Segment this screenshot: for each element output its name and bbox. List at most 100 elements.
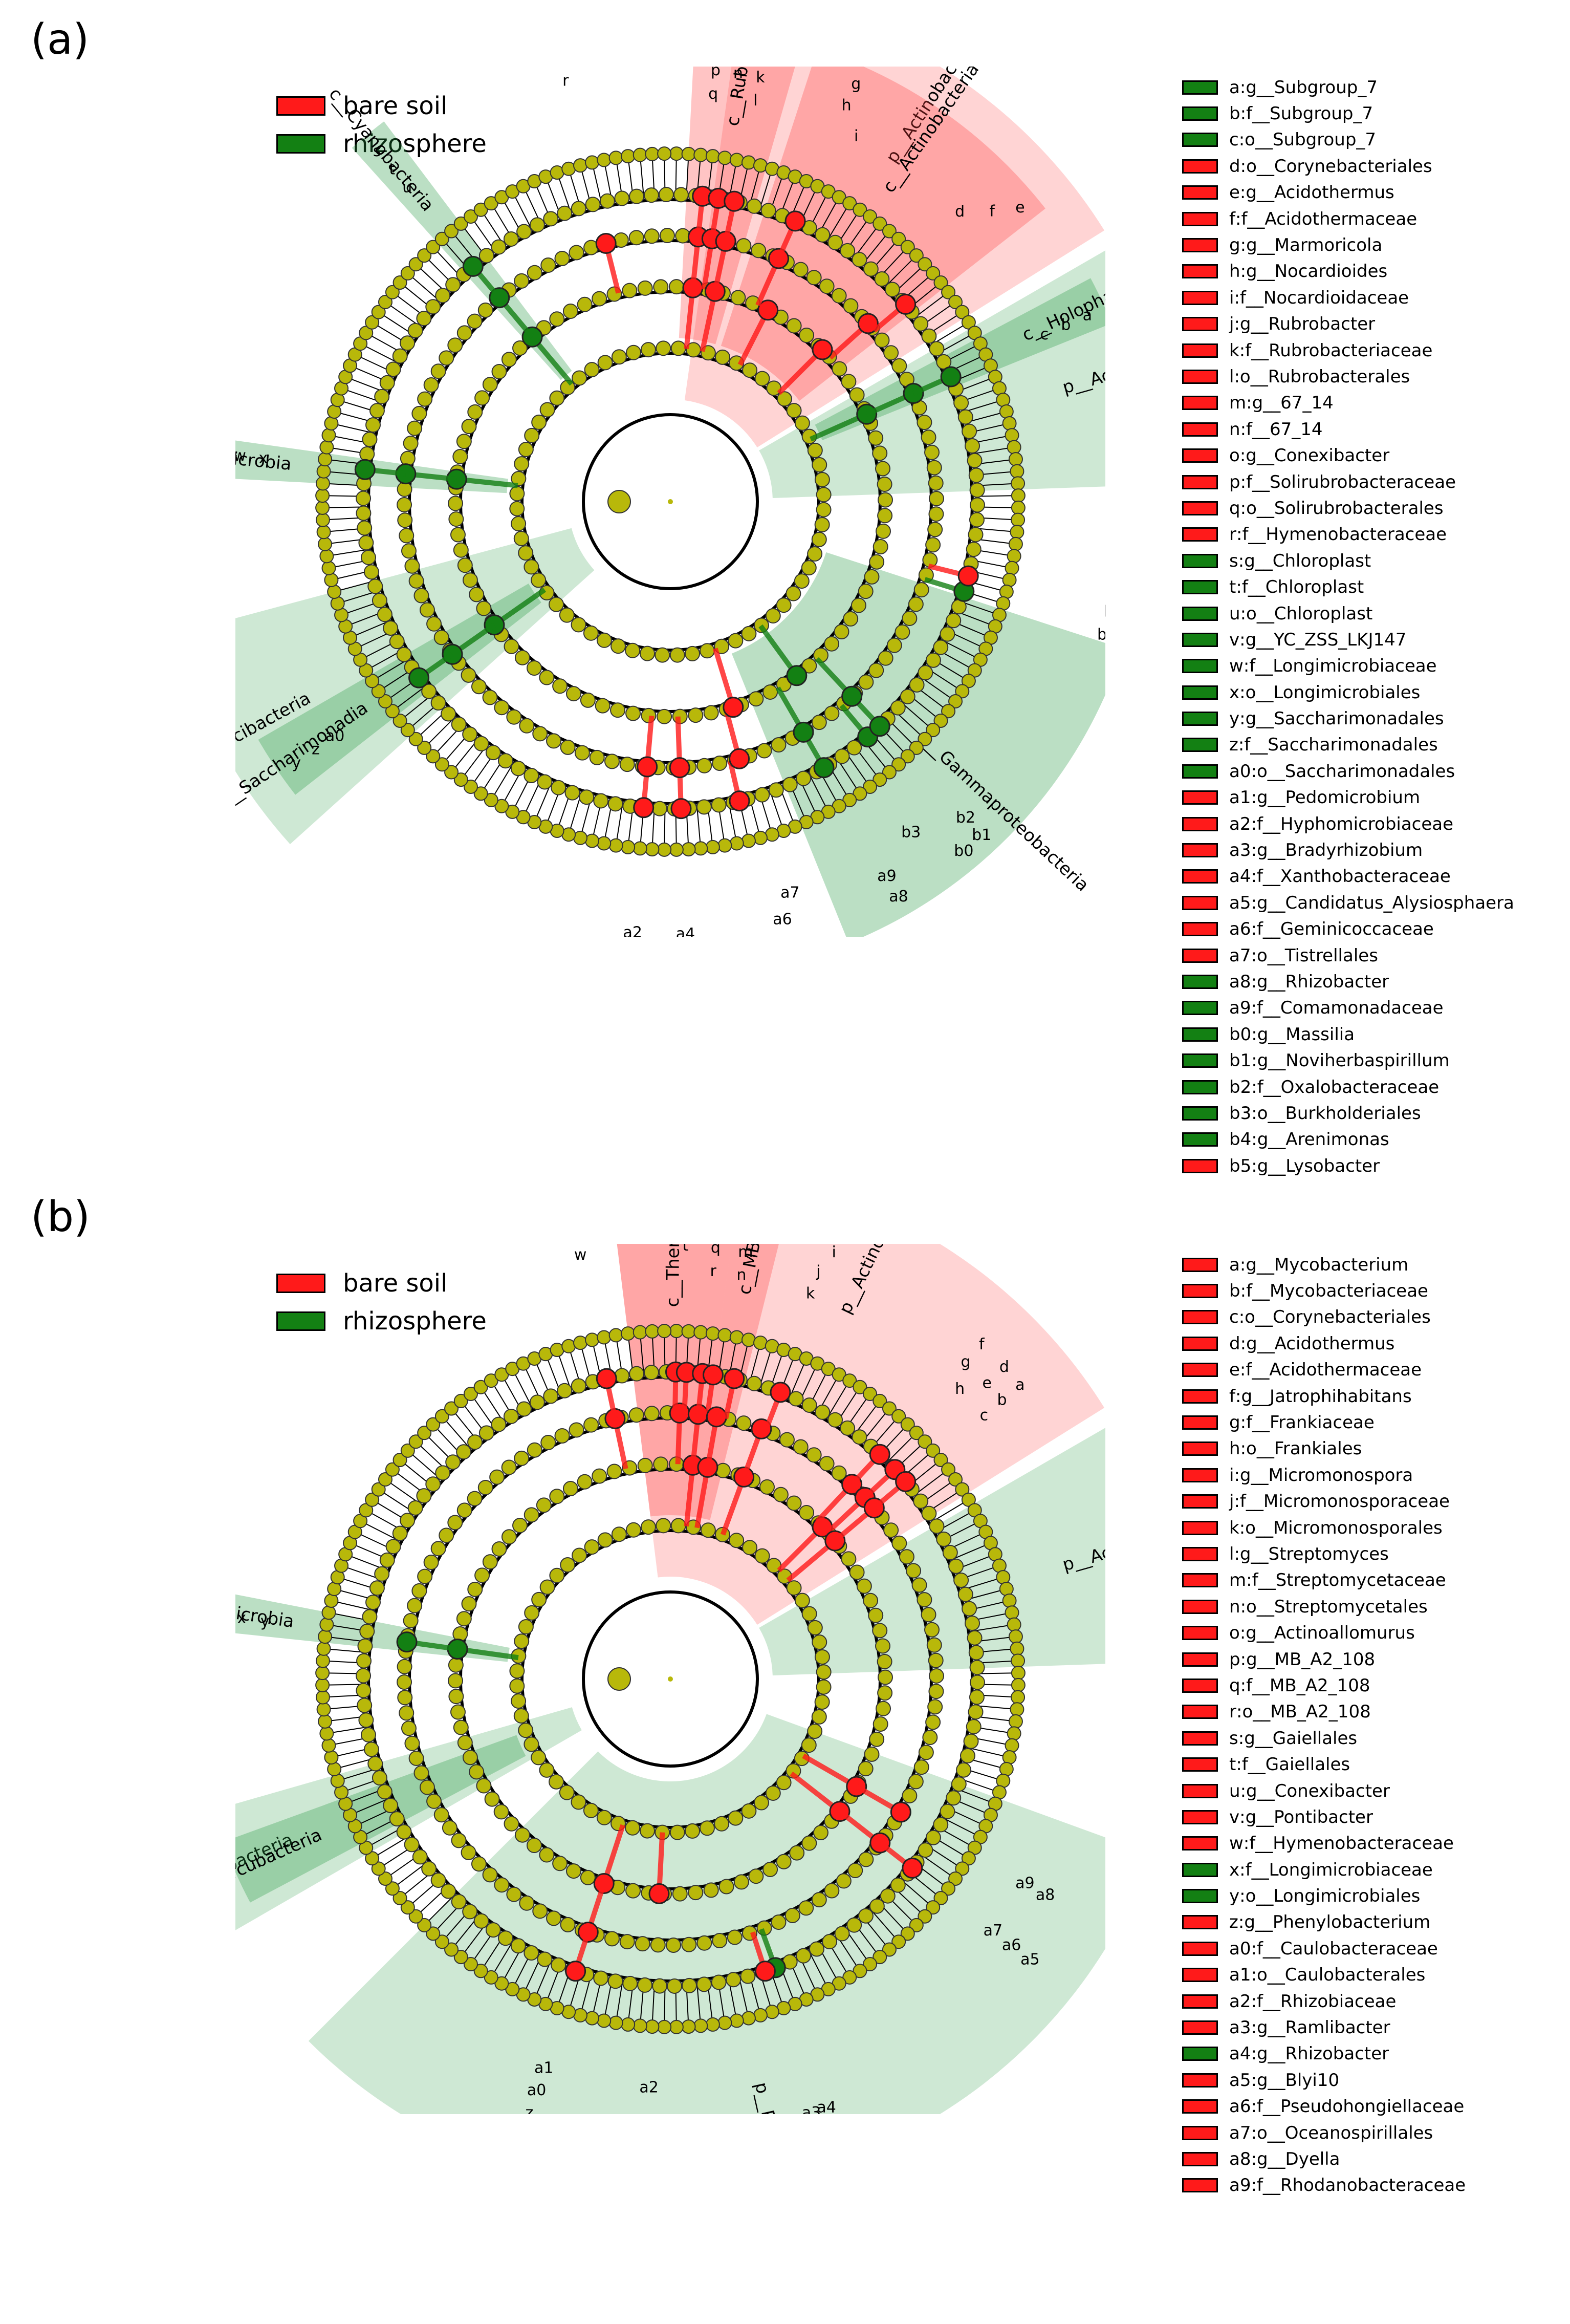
node-letter-label: y (260, 1612, 270, 1630)
tree-node (703, 1882, 719, 1898)
key-taxon-name: f__Streptomycetaceae (1252, 1570, 1446, 1591)
significant-node (596, 1368, 617, 1389)
key-id: p (1229, 1649, 1240, 1670)
node-letter-label: w (235, 447, 246, 465)
tree-node (762, 1861, 778, 1877)
tip-node (1011, 1677, 1026, 1692)
tip-node (365, 1492, 380, 1507)
tree-node (799, 1504, 815, 1520)
tree-node (551, 780, 566, 795)
tree-node (824, 705, 840, 721)
tree-node (403, 435, 419, 451)
key-swatch (1182, 1257, 1218, 1272)
tree-node (491, 239, 507, 255)
tree-node (514, 1827, 530, 1843)
tree-node (537, 774, 553, 790)
tree-node (794, 573, 810, 589)
tree-node (643, 1365, 659, 1381)
tip-node (573, 1336, 588, 1350)
key-id: o (1229, 445, 1240, 466)
tree-node (562, 1481, 578, 1497)
tree-node (539, 670, 555, 685)
tip-node (392, 713, 407, 728)
key-separator: : (1239, 1360, 1246, 1381)
tree-node (408, 573, 424, 589)
tree-node (419, 602, 435, 618)
tree-node (969, 482, 985, 498)
tree-node (969, 1660, 985, 1675)
tip-node (832, 1367, 846, 1382)
tree-node (357, 1697, 373, 1713)
tip-node (741, 155, 756, 170)
tree-node (419, 1779, 435, 1795)
tip-node (1005, 428, 1019, 443)
significant-node (754, 1961, 776, 1982)
key-id: j (1229, 1491, 1234, 1512)
tip-node (842, 1373, 857, 1388)
tree-node (356, 1653, 372, 1669)
key-swatch (1182, 211, 1218, 226)
key-separator: : (1239, 1517, 1246, 1538)
key-separator: : (1236, 524, 1242, 545)
tip-node (669, 2019, 684, 2034)
tree-node (583, 625, 599, 641)
tree-node (812, 1634, 827, 1650)
tree-node (462, 572, 478, 588)
tree-node (625, 1820, 641, 1836)
key-id: u (1229, 603, 1240, 624)
tree-node (625, 642, 641, 658)
significant-node (957, 565, 979, 587)
tree-node (509, 1663, 525, 1679)
key-row: a2: f__Hyphomicrobiaceae (1182, 811, 1556, 837)
legend-item-rhizosphere: rhizosphere (276, 125, 487, 163)
key-row: d: g__Acidothermus (1182, 1330, 1556, 1357)
key-taxon-name: g__Jatrophihabitans (1241, 1386, 1412, 1407)
tip-node (484, 1373, 498, 1388)
key-separator: : (1239, 1623, 1246, 1644)
node-letter-label: a5 (1020, 1951, 1039, 1969)
tree-node (531, 414, 547, 430)
key-taxon-name: g__Chloroplast (1244, 550, 1371, 571)
key-id: x (1229, 1859, 1240, 1880)
key-separator: : (1251, 919, 1257, 940)
key-row: a1: g__Pedomicrobium (1182, 785, 1556, 811)
key-taxon-name: f__Hymenobacteraceae (1249, 1833, 1454, 1854)
key-swatch (1182, 1310, 1218, 1325)
tree-node (814, 517, 830, 532)
tree-node (877, 508, 893, 524)
tree-node (385, 1539, 401, 1555)
key-row: a5: g__Candidatus_Alysiosphaera (1182, 890, 1556, 916)
node-letter-label: y (292, 754, 301, 772)
tip-node (926, 1443, 941, 1458)
node-letter-label: b4 (1097, 626, 1105, 643)
tree-node (869, 554, 885, 570)
tip-node (453, 1393, 468, 1408)
tree-node (358, 1712, 374, 1728)
key-swatch (1182, 1652, 1218, 1667)
key-separator: : (1251, 2175, 1257, 2196)
key-id: d (1229, 156, 1240, 177)
tip-node (426, 1926, 441, 1941)
tree-node (652, 1978, 668, 1994)
key-separator: : (1251, 1965, 1257, 1986)
key-separator: : (1238, 130, 1245, 150)
tip-node (1007, 549, 1021, 564)
key-row: l: g__Streptomyces (1182, 1541, 1556, 1567)
tree-node (421, 683, 437, 699)
tree-node (902, 610, 918, 626)
tree-node (491, 1541, 507, 1557)
tree-node (766, 380, 782, 396)
tree-node (754, 1548, 770, 1564)
tree-node (640, 645, 656, 661)
tree-node (433, 1807, 449, 1823)
key-id: p (1229, 471, 1240, 492)
key-swatch (1182, 816, 1218, 831)
tree-node (711, 797, 727, 813)
key-swatch (1182, 1363, 1218, 1378)
key-taxon-name: g__Rhizobacter (1256, 971, 1389, 992)
tree-node (773, 1487, 789, 1502)
tree-node (729, 1533, 745, 1548)
tree-node (969, 497, 985, 513)
node-letter-label: n (736, 1266, 746, 1284)
bare-soil-swatch (276, 1274, 325, 1293)
